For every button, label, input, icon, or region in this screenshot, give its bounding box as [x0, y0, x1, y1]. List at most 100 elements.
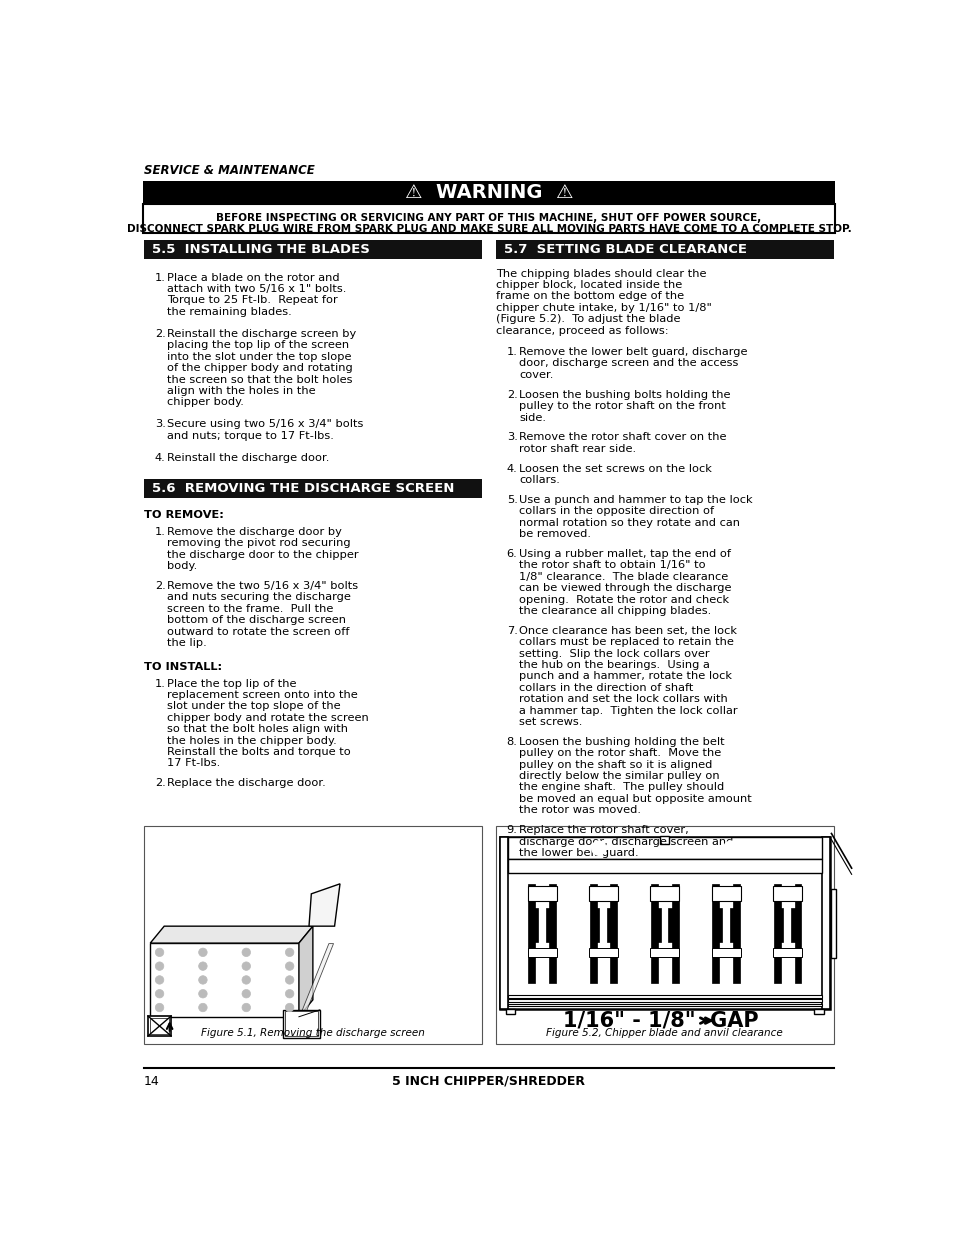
Bar — [283, 1010, 319, 1037]
Bar — [589, 884, 596, 983]
Bar — [507, 858, 821, 873]
Circle shape — [591, 841, 605, 855]
Text: 8.: 8. — [506, 737, 517, 747]
Text: Reinstall the bolts and torque to: Reinstall the bolts and torque to — [167, 747, 351, 757]
Bar — [775, 909, 782, 942]
Text: the rotor shaft to obtain 1/16" to: the rotor shaft to obtain 1/16" to — [518, 561, 705, 571]
Bar — [650, 887, 679, 900]
Text: 1.: 1. — [154, 527, 166, 537]
Bar — [285, 1011, 318, 1036]
Circle shape — [155, 976, 164, 984]
Text: side.: side. — [518, 412, 545, 422]
Text: 9.: 9. — [506, 825, 517, 835]
Text: 2.: 2. — [154, 778, 166, 788]
Bar — [142, 180, 835, 204]
Text: 4.: 4. — [506, 463, 517, 474]
Circle shape — [285, 976, 294, 984]
Bar — [712, 884, 719, 983]
Text: Place the top lip of the: Place the top lip of the — [167, 678, 296, 689]
Text: the hub on the bearings.  Using a: the hub on the bearings. Using a — [518, 659, 709, 671]
Bar — [507, 995, 821, 998]
Text: 17 Ft-lbs.: 17 Ft-lbs. — [167, 758, 220, 768]
Text: 1.: 1. — [154, 678, 166, 689]
Text: 5.7  SETTING BLADE CLEARANCE: 5.7 SETTING BLADE CLEARANCE — [503, 243, 746, 256]
Text: placing the top lip of the screen: placing the top lip of the screen — [167, 341, 349, 351]
Text: outward to rotate the screen off: outward to rotate the screen off — [167, 626, 350, 637]
Text: bottom of the discharge screen: bottom of the discharge screen — [167, 615, 346, 625]
Bar — [772, 887, 801, 900]
Text: and nuts securing the discharge: and nuts securing the discharge — [167, 593, 351, 603]
Bar — [591, 909, 598, 942]
Text: normal rotation so they rotate and can: normal rotation so they rotate and can — [518, 517, 740, 527]
Bar — [148, 1016, 171, 1036]
Polygon shape — [150, 926, 313, 944]
Bar — [527, 948, 557, 957]
Text: 1.: 1. — [154, 273, 166, 283]
Text: Loosen the bushing bolts holding the: Loosen the bushing bolts holding the — [518, 390, 730, 400]
Bar — [729, 909, 738, 942]
Text: Place a blade on the rotor and: Place a blade on the rotor and — [167, 273, 339, 283]
Text: rotation and set the lock collars with: rotation and set the lock collars with — [518, 694, 727, 704]
Text: chipper body.: chipper body. — [167, 398, 244, 408]
Bar — [588, 887, 618, 900]
Bar — [528, 884, 535, 983]
Text: Replace the discharge door.: Replace the discharge door. — [167, 778, 326, 788]
Bar — [548, 884, 556, 983]
Bar — [499, 837, 507, 1009]
Circle shape — [198, 948, 207, 957]
Circle shape — [242, 1003, 251, 1011]
Circle shape — [285, 989, 294, 998]
Text: 2.: 2. — [154, 329, 166, 338]
Bar — [505, 1009, 515, 1014]
Text: the remaining blades.: the remaining blades. — [167, 306, 292, 316]
Bar — [529, 909, 537, 942]
Text: 5.: 5. — [506, 495, 517, 505]
Bar — [610, 884, 617, 983]
Bar — [496, 826, 833, 1044]
Text: set screws.: set screws. — [518, 718, 582, 727]
Text: SERVICE & MAINTENANCE: SERVICE & MAINTENANCE — [144, 163, 314, 177]
Text: removing the pivot rod securing: removing the pivot rod securing — [167, 538, 351, 548]
Circle shape — [285, 962, 294, 971]
Text: 1.: 1. — [506, 347, 517, 357]
Text: Figure 5.1, Removing the discharge screen: Figure 5.1, Removing the discharge scree… — [201, 1028, 424, 1037]
Bar — [713, 909, 721, 942]
Text: setting.  Slip the lock collars over: setting. Slip the lock collars over — [518, 648, 709, 658]
Polygon shape — [309, 884, 339, 926]
Text: into the slot under the top slope: into the slot under the top slope — [167, 352, 352, 362]
Text: a hammer tap.  Tighten the lock collar: a hammer tap. Tighten the lock collar — [518, 705, 737, 715]
Bar — [650, 884, 658, 983]
Text: Remove the discharge door by: Remove the discharge door by — [167, 527, 342, 537]
Bar — [499, 837, 829, 1009]
Text: Reinstall the discharge door.: Reinstall the discharge door. — [167, 453, 330, 463]
Text: Using a rubber mallet, tap the end of: Using a rubber mallet, tap the end of — [518, 550, 730, 559]
Text: (Figure 5.2).  To adjust the blade: (Figure 5.2). To adjust the blade — [496, 314, 679, 325]
Bar — [814, 1009, 822, 1014]
Bar — [507, 1004, 821, 1007]
Text: of the chipper body and rotating: of the chipper body and rotating — [167, 363, 353, 373]
Text: collars.: collars. — [518, 475, 559, 485]
Text: 3.: 3. — [506, 432, 517, 442]
Text: the screen so that the bolt holes: the screen so that the bolt holes — [167, 374, 353, 384]
Circle shape — [242, 976, 251, 984]
Circle shape — [198, 976, 207, 984]
Text: TO INSTALL:: TO INSTALL: — [144, 662, 222, 672]
Text: 5 INCH CHIPPER/SHREDDER: 5 INCH CHIPPER/SHREDDER — [392, 1074, 585, 1088]
Bar — [496, 240, 833, 258]
Circle shape — [198, 962, 207, 971]
Bar — [545, 909, 554, 942]
Text: pulley to the rotor shaft on the front: pulley to the rotor shaft on the front — [518, 401, 725, 411]
Text: Reinstall the discharge screen by: Reinstall the discharge screen by — [167, 329, 356, 338]
Text: 3.: 3. — [154, 420, 166, 430]
Text: the rotor was moved.: the rotor was moved. — [518, 805, 640, 815]
Bar — [142, 204, 835, 233]
Text: TO REMOVE:: TO REMOVE: — [144, 510, 224, 520]
Text: Torque to 25 Ft-lb.  Repeat for: Torque to 25 Ft-lb. Repeat for — [167, 295, 337, 305]
Text: Replace the rotor shaft cover,: Replace the rotor shaft cover, — [518, 825, 688, 835]
Text: 6.: 6. — [506, 550, 517, 559]
Text: be removed.: be removed. — [518, 529, 591, 540]
Circle shape — [155, 1003, 164, 1011]
Circle shape — [155, 989, 164, 998]
Circle shape — [155, 948, 164, 957]
Text: punch and a hammer, rotate the lock: punch and a hammer, rotate the lock — [518, 672, 731, 682]
